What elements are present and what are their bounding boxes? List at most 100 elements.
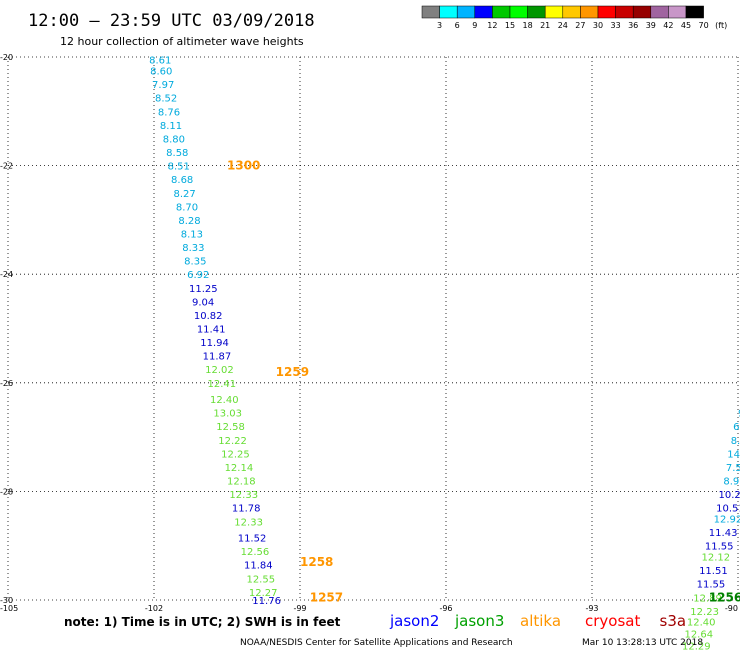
wave-height-label: 12.14 — [225, 463, 254, 474]
wave-height-label: 12.64 — [684, 630, 713, 641]
wave-height-label: 12.40 — [687, 618, 716, 629]
legend-label: 27 — [575, 21, 585, 30]
time-labels: 1300 1259 1258 1257 1256 — [227, 159, 740, 605]
chart-title: 12:00 – 23:59 UTC 03/09/2018 — [28, 11, 315, 31]
wave-height-label: 8.76 — [158, 107, 180, 118]
time-label: 1259 — [276, 365, 309, 379]
satellite-name: s3a — [660, 612, 687, 630]
wave-height-label: 9 — [738, 409, 740, 420]
wave-height-label: 11.84 — [244, 561, 273, 572]
legend-swatch — [685, 5, 704, 19]
legend-swatch — [597, 5, 616, 19]
legend-label: (ft) — [715, 21, 727, 30]
axes: -20 -22 -24 -26 -28 -30-105 -102 -99 -96 -93 -90 — [0, 53, 738, 613]
wave-height-label: 8.52 — [155, 94, 177, 105]
wave-height-label: 8.61 — [149, 56, 171, 67]
legend-swatch — [474, 5, 493, 19]
footer-note: note: 1) Time is in UTC; 2) SWH is in fe… — [64, 615, 341, 629]
wave-height-label: 6.92 — [187, 270, 209, 281]
wave-height-label: 8.58 — [166, 148, 188, 159]
wave-height-label: 12.56 — [241, 547, 270, 558]
wave-height-label: 8.60 — [150, 67, 172, 78]
wave-height-label: 12.29 — [682, 642, 711, 650]
legend-swatch — [527, 5, 546, 19]
wave-height-label: 12.22 — [218, 436, 247, 447]
wave-height-label: 12.27 — [249, 588, 278, 599]
legend-label: 39 — [646, 21, 656, 30]
wave-height-label: 12.89 — [693, 593, 722, 604]
legend-label: 70 — [699, 21, 709, 30]
wave-height-label: 6. — [733, 422, 740, 433]
wave-height-label: 11.52 — [238, 534, 267, 545]
legend-swatch — [509, 5, 528, 19]
wave-height-label: 10.82 — [194, 311, 223, 322]
y-tick-label: -22 — [0, 162, 13, 171]
legend-label: 45 — [681, 21, 691, 30]
legend-swatch — [580, 5, 599, 19]
wave-height-label: 11.76 — [252, 596, 281, 607]
legend-label: 21 — [540, 21, 550, 30]
wave-height-label: 11.25 — [189, 284, 218, 295]
color-legend: 3 6 9 12 15 18 21 24 27 30 33 36 39 42 45 70 (ft) — [421, 5, 727, 30]
legend-swatch — [668, 5, 687, 19]
wave-height-label: 11.51 — [699, 566, 728, 577]
wave-height-label: 10.51 — [716, 504, 740, 515]
legend-label: 33 — [611, 21, 621, 30]
wave-height-label: 14.8 — [727, 449, 740, 460]
satellite-name: jason2 — [389, 612, 439, 630]
wave-height-label: 11.78 — [232, 504, 261, 515]
wave-height-label: 8.0 — [731, 436, 740, 447]
wave-height-label: 8.27 — [173, 189, 195, 200]
wave-height-label: 11.43 — [709, 528, 738, 539]
legend-label: 18 — [523, 21, 533, 30]
y-tick-label: -24 — [0, 270, 13, 279]
wave-height-label: 8.80 — [163, 134, 185, 145]
y-tick-label: -30 — [0, 596, 13, 605]
wave-height-label: 12.40 — [210, 395, 239, 406]
data-points: 8.618.60 7.97 8.52 8.76 8.11 8.80 8.58 8.51 8.68… — [149, 56, 740, 650]
legend-label: 3 — [437, 21, 442, 30]
wave-height-label: 8.70 — [176, 202, 198, 213]
legend-label: 36 — [628, 21, 638, 30]
wave-height-label: 11.87 — [203, 352, 232, 363]
satellite-legend: jason2 jason3 altika cryosat s3a — [389, 612, 686, 630]
x-tick-label: -102 — [145, 604, 163, 613]
legend-swatch — [439, 5, 458, 19]
legend-label: 15 — [505, 21, 515, 30]
time-label: 1257 — [310, 590, 343, 604]
legend-label: 12 — [487, 21, 497, 30]
wave-height-label: 12.33 — [229, 490, 258, 501]
wave-height-label: 8.96 — [723, 477, 740, 488]
wave-height-label: 10.28 — [719, 490, 740, 501]
wave-height-label: 12.25 — [221, 449, 250, 460]
wave-height-label: 8.51 — [168, 162, 190, 173]
wave-height-label: 11.94 — [200, 338, 229, 349]
wave-height-label: 11.41 — [197, 325, 226, 336]
wave-height-label: 8.33 — [182, 243, 204, 254]
wave-height-label: 7.51 — [726, 463, 740, 474]
wave-height-label: 8.11 — [160, 121, 182, 132]
wave-height-label: 7.97 — [152, 80, 174, 91]
wave-height-label: 12.18 — [227, 477, 256, 488]
y-tick-label: -26 — [0, 379, 13, 388]
legend-swatch — [492, 5, 511, 19]
wave-height-label: 12.33 — [234, 517, 263, 528]
legend-swatch — [615, 5, 634, 19]
legend-label: 6 — [455, 21, 460, 30]
legend-swatch — [650, 5, 669, 19]
y-tick-label: -20 — [0, 53, 13, 62]
wave-height-label: 12.41 — [208, 379, 237, 390]
satellite-name: jason3 — [454, 612, 504, 630]
x-tick-label: -96 — [439, 604, 452, 613]
x-tick-label: -105 — [0, 604, 18, 613]
wave-height-label: 12.12 — [702, 553, 731, 564]
wave-height-label: 12.23 — [690, 607, 719, 618]
wave-height-label: 8.35 — [184, 257, 206, 268]
footer-timestamp: Mar 10 13:28:13 UTC 2018 — [582, 638, 703, 648]
wave-height-label: 9.04 — [192, 297, 214, 308]
wave-height-label: 12.02 — [205, 365, 234, 376]
wave-height-label: 11.55 — [705, 542, 734, 553]
legend-label: 9 — [472, 21, 477, 30]
x-tick-label: -99 — [293, 604, 306, 613]
